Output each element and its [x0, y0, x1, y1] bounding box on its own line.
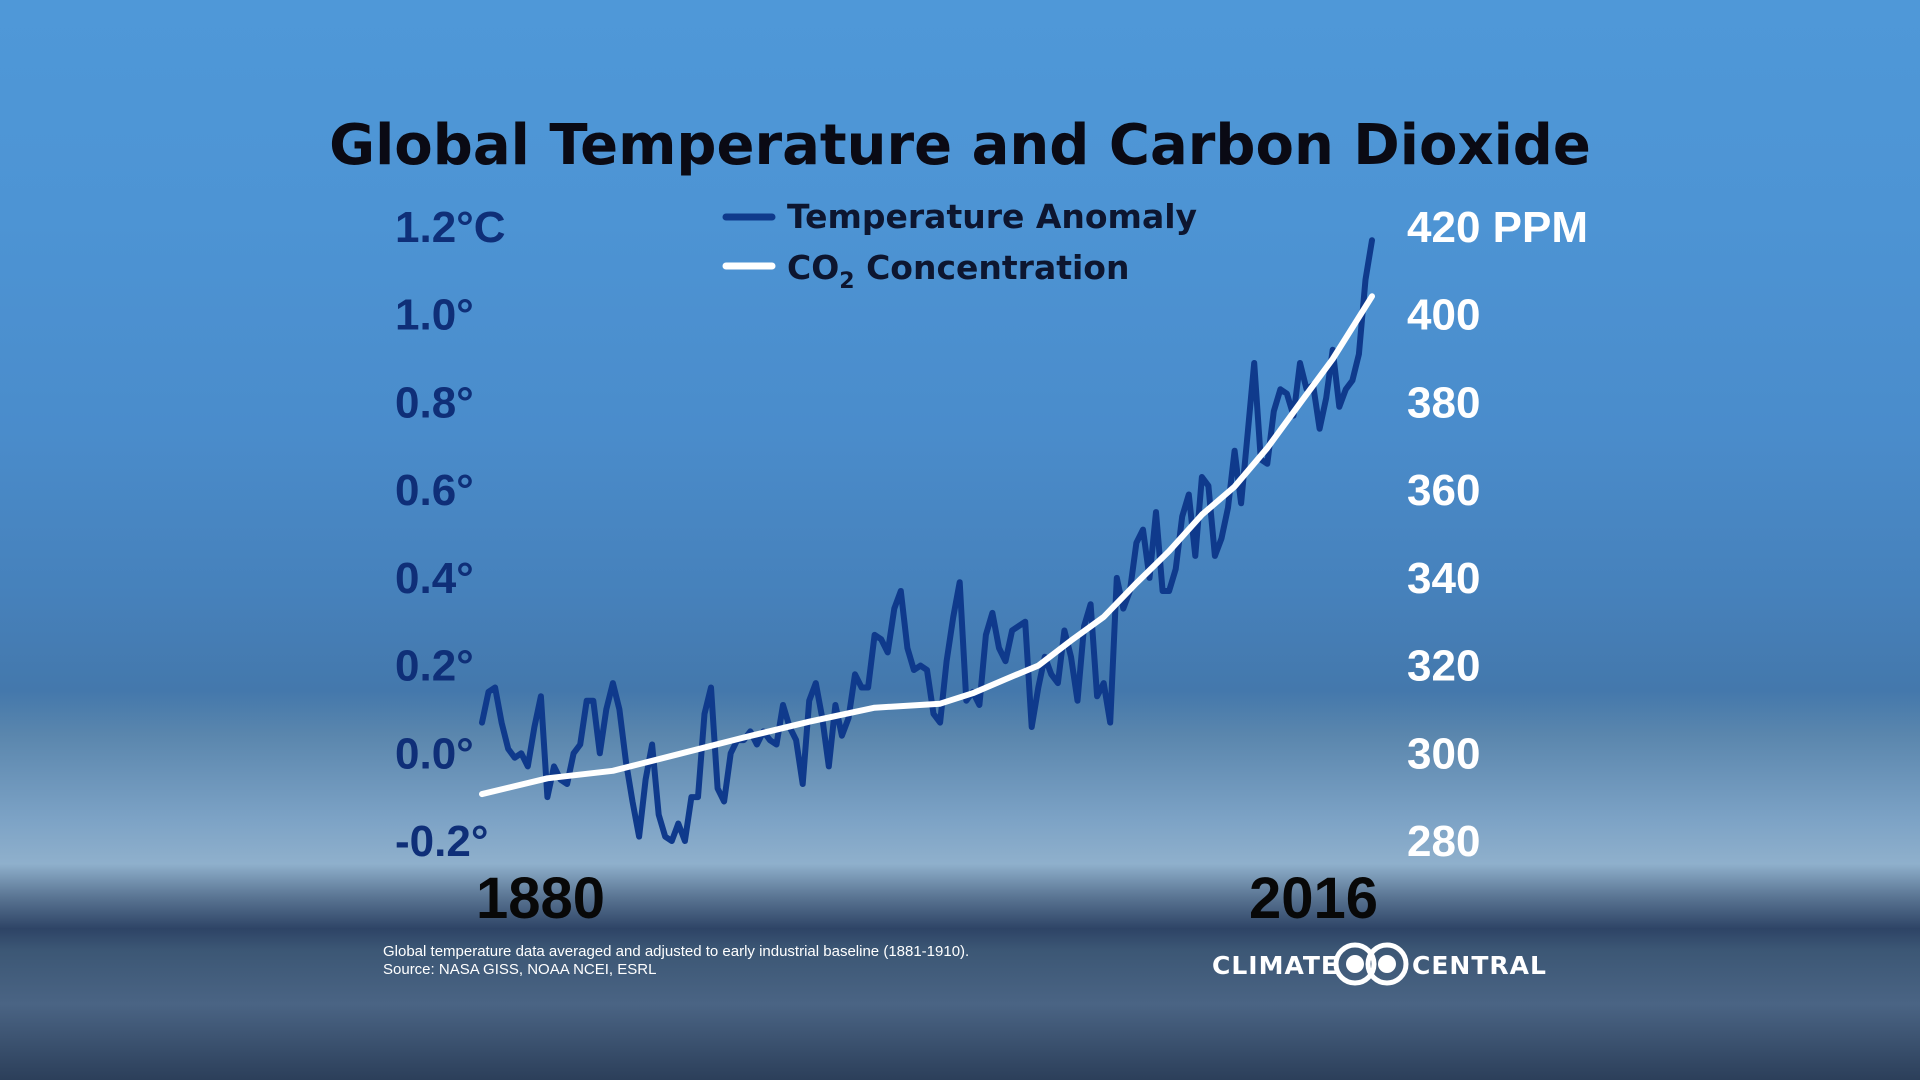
legend-label-co2-sub: 2 [839, 269, 854, 294]
footnote-line-2: Source: NASA GISS, NOAA NCEI, ESRL [383, 961, 656, 978]
right-axis: 420 PPM 400 380 360 340 320 300 280 [1407, 203, 1588, 866]
legend: Temperature Anomaly CO2 Concentration [722, 197, 1197, 294]
left-tick-label: 1.2°C [395, 203, 506, 252]
x-tick-label: 2016 [1249, 866, 1378, 931]
right-tick-label: 300 [1407, 729, 1480, 778]
left-tick-label: 0.8° [395, 378, 474, 427]
right-tick-label: 280 [1407, 817, 1480, 866]
right-tick-label: 400 [1407, 291, 1480, 340]
temperature-anomaly-line [479, 237, 1375, 844]
brand-left-text: CLIMATE [1212, 951, 1339, 980]
right-tick-label: 320 [1407, 642, 1480, 691]
series-layer [479, 237, 1375, 844]
right-tick-label: 380 [1407, 378, 1480, 427]
right-tick-label: 340 [1407, 554, 1480, 603]
left-tick-label: 0.4° [395, 554, 474, 603]
legend-label-co2-tail: Concentration [855, 248, 1130, 287]
x-axis: 1880 2016 [476, 866, 1378, 931]
chart-title: Global Temperature and Carbon Dioxide [329, 113, 1591, 178]
brand-right-text: CENTRAL [1412, 951, 1547, 980]
legend-label-co2-main: CO [787, 248, 839, 287]
right-tick-label: 360 [1407, 466, 1480, 515]
right-tick-label: 420 PPM [1407, 203, 1588, 252]
logo-rings-icon [1333, 942, 1409, 986]
legend-label-temperature: Temperature Anomaly [787, 197, 1197, 236]
left-tick-label: 1.0° [395, 291, 474, 340]
left-tick-label: -0.2° [395, 817, 488, 866]
x-tick-label: 1880 [476, 866, 605, 931]
left-axis: 1.2°C 1.0° 0.8° 0.6° 0.4° 0.2° 0.0° -0.2° [395, 203, 506, 866]
left-tick-label: 0.2° [395, 642, 474, 691]
left-tick-label: 0.6° [395, 466, 474, 515]
left-tick-label: 0.0° [395, 729, 474, 778]
climate-central-logo: CLIMATE CENTRAL [1212, 942, 1547, 986]
co2-concentration-line [479, 293, 1375, 798]
legend-label-co2: CO2 Concentration [787, 248, 1129, 294]
footnote-line-1: Global temperature data averaged and adj… [383, 943, 969, 960]
